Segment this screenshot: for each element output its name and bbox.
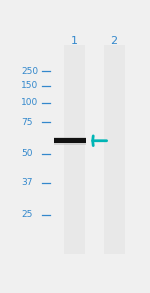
Text: 100: 100 [21,98,38,107]
Bar [104,45,124,254]
Bar [54,139,86,143]
Text: 37: 37 [21,178,33,188]
Text: 75: 75 [21,117,33,127]
Text: 1: 1 [71,36,78,46]
Text: 25: 25 [21,210,32,219]
Text: 150: 150 [21,81,38,91]
Text: 50: 50 [21,149,33,158]
Bar [54,137,86,145]
Text: 250: 250 [21,67,38,76]
Bar [64,45,85,254]
Text: 2: 2 [111,36,118,46]
